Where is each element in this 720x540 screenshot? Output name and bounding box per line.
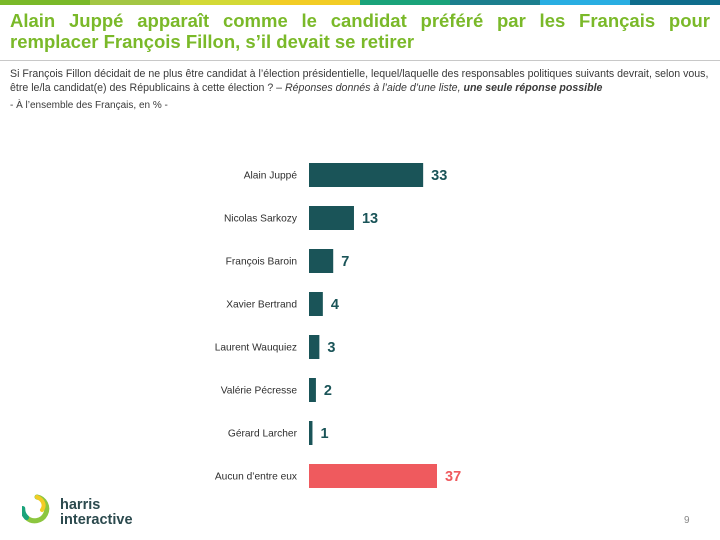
category-label: Gérard Larcher — [228, 429, 298, 440]
value-label: 4 — [331, 297, 339, 313]
logo-icon — [22, 494, 50, 524]
bar — [309, 378, 316, 402]
logo-line2: interactive — [60, 512, 133, 528]
harris-interactive-logo: harris interactive — [22, 494, 133, 532]
category-label: Xavier Bertrand — [226, 300, 297, 311]
bar — [309, 421, 313, 445]
page-number: 9 — [684, 515, 690, 526]
stripe-segment — [450, 0, 540, 5]
value-label: 13 — [362, 211, 378, 227]
category-label: Nicolas Sarkozy — [224, 214, 298, 225]
sample-base: - À l’ensemble des Français, en % - — [10, 100, 168, 111]
value-label: 33 — [431, 168, 447, 184]
value-label: 1 — [320, 426, 328, 442]
value-label: 2 — [324, 383, 332, 399]
logo-wordmark: harris interactive — [60, 498, 133, 528]
bar — [309, 292, 323, 316]
question-text: Si François Fillon décidait de ne plus ê… — [10, 68, 709, 94]
category-label: Laurent Wauquiez — [215, 343, 297, 354]
bar — [309, 464, 437, 488]
stripe-segment — [630, 0, 720, 5]
category-label: Aucun d’entre eux — [215, 472, 297, 483]
value-label: 3 — [327, 340, 335, 356]
slide-title: Alain Juppé apparaît comme le candidat p… — [10, 10, 710, 52]
bar — [309, 163, 424, 187]
logo-line1: harris — [60, 497, 101, 513]
stripe-segment — [0, 0, 90, 5]
survey-question: Si François Fillon décidait de ne plus ê… — [10, 67, 710, 95]
stripe-segment — [90, 0, 180, 5]
stripe-segment — [540, 0, 630, 5]
top-color-stripe — [0, 0, 720, 5]
title-divider — [0, 60, 720, 61]
category-label: Alain Juppé — [244, 171, 298, 182]
bar — [309, 206, 354, 230]
bar — [309, 249, 334, 273]
value-label: 7 — [341, 254, 349, 270]
stripe-segment — [180, 0, 270, 5]
value-label: 37 — [445, 469, 461, 485]
question-note: Réponses donnés à l’aide d’une liste, un… — [285, 82, 603, 94]
category-label: Valérie Pécresse — [221, 386, 298, 397]
question-note-bold: une seule réponse possible — [463, 82, 603, 94]
stripe-segment — [270, 0, 360, 5]
bar — [309, 335, 320, 359]
stripe-segment — [360, 0, 450, 5]
category-label: François Baroin — [226, 257, 297, 268]
